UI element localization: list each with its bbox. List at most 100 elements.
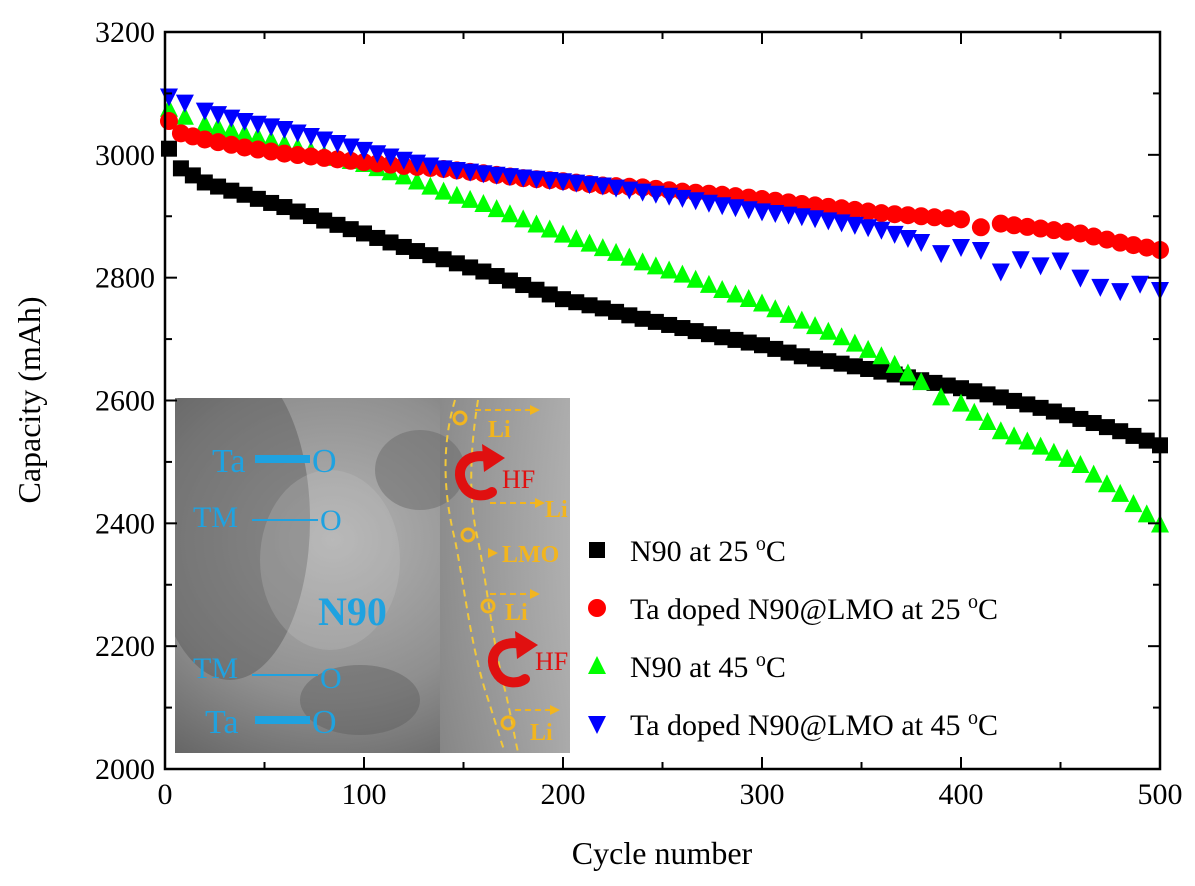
data-point xyxy=(780,344,797,361)
surface-node xyxy=(500,715,516,731)
data-point xyxy=(408,171,427,190)
bond-left-label: TM xyxy=(193,652,238,685)
data-point xyxy=(1032,399,1049,416)
data-point xyxy=(1111,233,1130,252)
x-tick-label: 0 xyxy=(158,778,173,811)
data-point xyxy=(938,209,957,228)
surface-boundary-outer xyxy=(470,399,519,753)
data-point xyxy=(275,144,294,163)
data-point xyxy=(607,179,626,198)
svg-text:Li: Li xyxy=(530,720,553,746)
data-point xyxy=(979,386,996,403)
data-point xyxy=(235,123,254,142)
data-point xyxy=(608,303,625,320)
data-point xyxy=(434,160,453,179)
legend-marker xyxy=(588,716,606,734)
legend-marker xyxy=(588,656,606,674)
data-point xyxy=(845,216,864,235)
data-point xyxy=(1111,283,1130,302)
data-point xyxy=(1005,216,1024,235)
data-point xyxy=(368,145,387,164)
data-point xyxy=(885,225,904,244)
hf-attack-arrow-top: HF xyxy=(455,444,535,501)
legend-entry: N90 at 45 oC xyxy=(588,649,786,684)
data-point xyxy=(568,294,585,311)
data-point xyxy=(767,340,784,357)
data-point xyxy=(819,321,838,340)
x-axis-title: Cycle number xyxy=(572,835,753,871)
data-point xyxy=(806,316,825,335)
y-tick-label: 2400 xyxy=(95,507,155,540)
data-point xyxy=(633,252,652,271)
data-point xyxy=(819,212,838,231)
data-point xyxy=(647,313,664,330)
legend-label: Ta doped N90@LMO at 45 oC xyxy=(630,707,998,742)
data-point xyxy=(501,272,518,289)
data-point xyxy=(872,221,891,240)
data-point xyxy=(660,187,679,206)
data-point xyxy=(727,331,744,348)
data-point xyxy=(302,208,319,225)
legend: N90 at 25 oC Ta doped N90@LMO at 25 oC N90… xyxy=(588,533,998,742)
data-point xyxy=(898,363,917,382)
data-point xyxy=(355,141,373,160)
data-point xyxy=(235,138,254,157)
data-point xyxy=(753,293,771,312)
data-point xyxy=(952,238,970,257)
data-point xyxy=(462,259,479,276)
inset-bond-tmO-top: TM O xyxy=(193,501,342,537)
x-tick-label: 200 xyxy=(541,778,586,811)
data-point xyxy=(447,161,466,180)
data-point xyxy=(700,326,717,343)
data-point xyxy=(687,323,704,340)
surface-label-li-4: Li xyxy=(515,705,560,746)
data-point xyxy=(209,106,228,125)
data-point xyxy=(952,393,970,412)
tick-labels: 0 100 200 300 400 500 2000 2200 2400 2600 2800 3000… xyxy=(95,16,1183,811)
data-point xyxy=(713,279,732,298)
inset-bond-tmO-bottom: TM O xyxy=(193,652,342,695)
data-point xyxy=(686,192,705,211)
data-point xyxy=(515,277,532,294)
data-point xyxy=(873,363,890,380)
x-tick-label: 400 xyxy=(939,778,984,811)
data-point xyxy=(779,304,798,323)
data-point xyxy=(991,421,1010,440)
data-point xyxy=(514,169,533,188)
data-point xyxy=(860,360,877,377)
data-point xyxy=(554,173,572,192)
data-point xyxy=(328,134,347,153)
data-point xyxy=(1044,221,1063,240)
data-point xyxy=(222,109,241,128)
data-point xyxy=(1019,396,1036,413)
data-point xyxy=(932,245,951,264)
surface-label-li-2: Li xyxy=(490,497,568,523)
data-point xyxy=(872,204,891,223)
data-point xyxy=(528,281,545,298)
data-point xyxy=(593,177,612,196)
data-point xyxy=(580,176,599,195)
data-point xyxy=(540,219,559,238)
data-point xyxy=(1018,217,1037,236)
data-point xyxy=(1137,238,1156,257)
data-point xyxy=(395,238,412,255)
data-point xyxy=(1044,442,1063,461)
data-point xyxy=(832,327,851,346)
data-point xyxy=(1071,269,1090,288)
legend-label: N90 at 45 oC xyxy=(630,649,786,684)
data-point xyxy=(1112,423,1129,440)
data-point xyxy=(236,186,253,203)
data-point xyxy=(356,225,372,242)
inset-bond-taO-top: Ta O xyxy=(212,443,337,480)
data-point xyxy=(434,181,453,200)
data-point xyxy=(792,208,811,227)
data-point xyxy=(487,199,506,218)
surface-label-li-3: Li xyxy=(490,589,540,626)
surface-node xyxy=(480,598,496,614)
data-point xyxy=(925,208,944,227)
data-point xyxy=(621,307,638,324)
data-point xyxy=(159,88,178,107)
data-point xyxy=(248,140,267,159)
surface-boundary-inner xyxy=(444,399,506,753)
data-point xyxy=(673,264,692,283)
